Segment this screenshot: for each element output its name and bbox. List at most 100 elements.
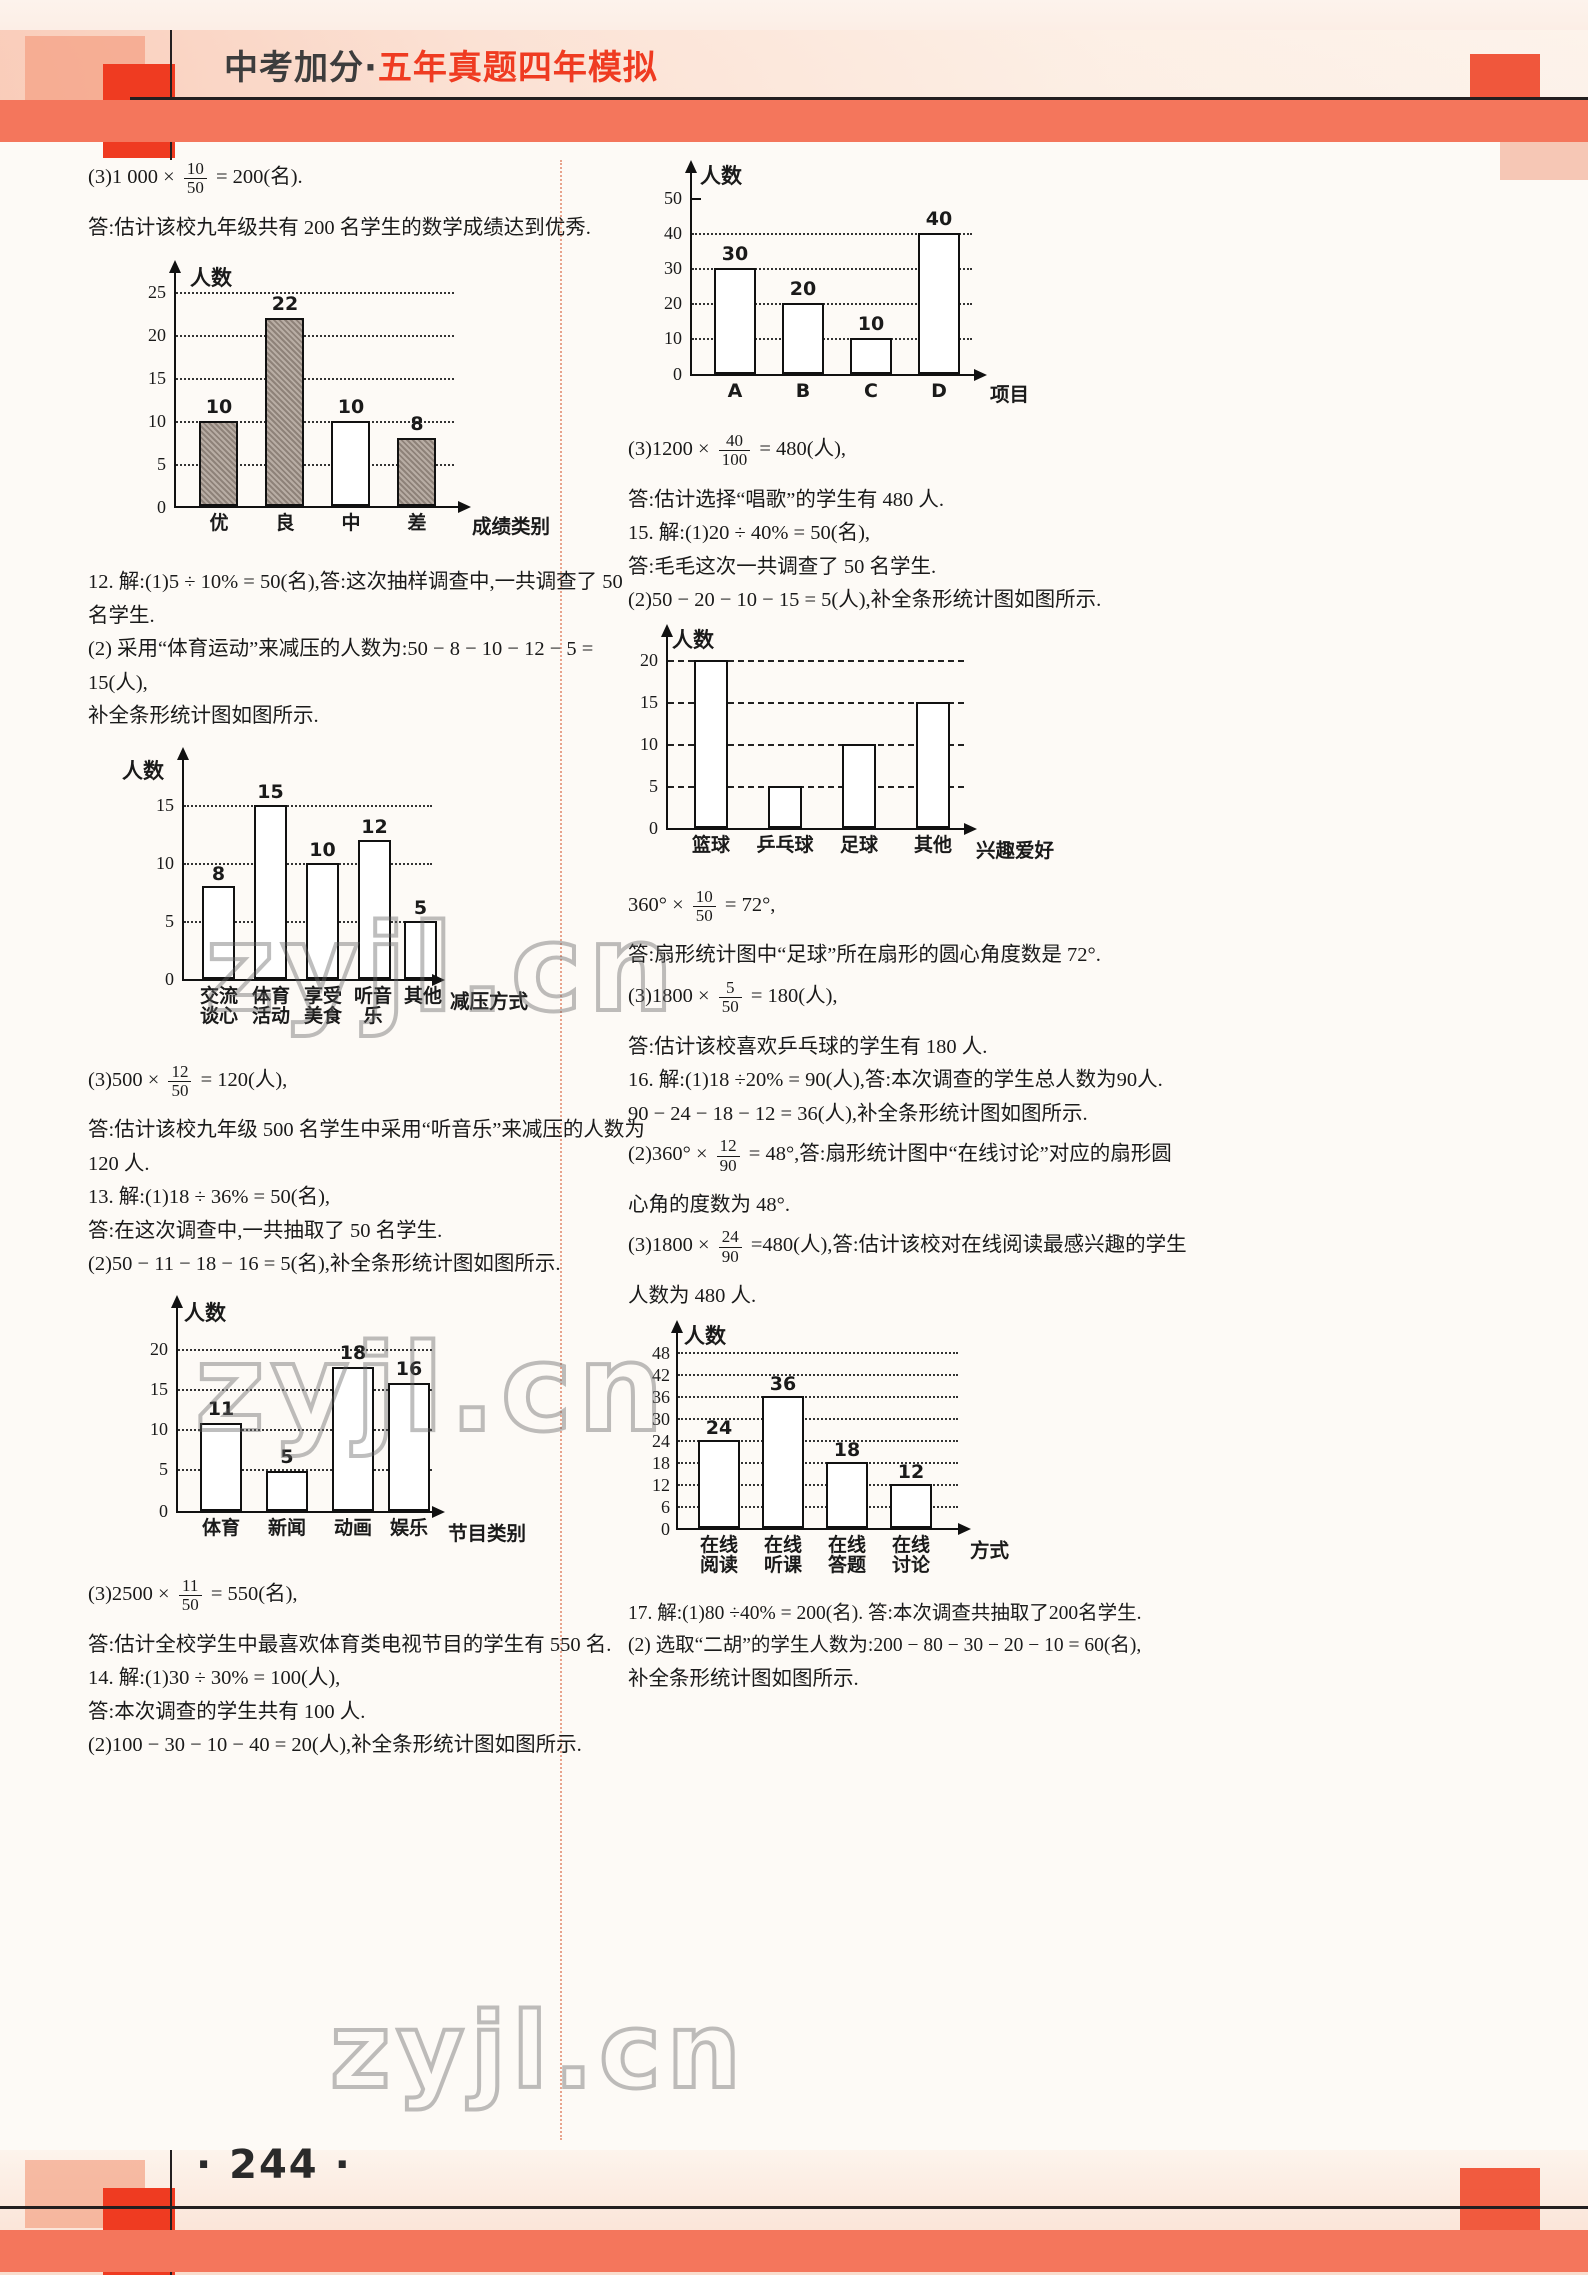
fraction-10-50-b: 10 50 (692, 887, 716, 926)
gridline (178, 1348, 432, 1351)
chart-tv-x-title: 节目类别 (448, 1521, 527, 1545)
x-category-label: 中 (341, 512, 361, 535)
y-tick-label: 0 (673, 364, 682, 384)
bar-grades-1 (265, 318, 304, 507)
chart-hobby-y-title: 人数 (672, 627, 714, 652)
answer-13-part1: 答:在这次调查中,一共抽取了 50 名学生. (88, 1219, 443, 1242)
bar-hobby-1 (768, 785, 802, 828)
chart-online-y-title: 人数 (684, 1323, 726, 1348)
chart-tv-x-arrow-icon (432, 1505, 445, 1518)
chart-online: 人数 48 42 36 30 24 18 12 6 0 24 36 18 12 … (628, 1319, 1098, 1590)
chart-hobby-x-axis (666, 827, 966, 830)
y-tick-label: 15 (148, 368, 166, 389)
fraction-11-50: 11 50 (178, 1576, 202, 1615)
chart-project-x-arrow-icon (974, 369, 987, 381)
bar-value-label: 15 (257, 780, 284, 803)
formula-360-12-90: (2)360° × 12 90 = 48°,答:扇形统计图中“在线讨论”对应的扇… (628, 1136, 1172, 1175)
chart-grades-x-arrow-icon (458, 501, 471, 514)
bar-value-label: 20 (789, 278, 817, 300)
header-band-gradient (0, 30, 1588, 100)
y-tick-label: 15 (150, 1378, 168, 1399)
solution-15-part1: 15. 解:(1)20 ÷ 40% = 50(名), (628, 522, 871, 545)
chart-tv-x-axis (176, 1510, 434, 1514)
x-category-label: 交流 谈心 (199, 984, 238, 1027)
answer-singing-480: 答:估计选择“唱歌”的学生有 480 人. (628, 488, 945, 511)
solution-13-part2: (2)50 − 11 − 18 − 16 = 5(名),补全条形统计图如图所示. (88, 1253, 561, 1276)
chart-project: 人数 50 40 30 20 10 0 30 20 10 40 A B C D … (628, 160, 1098, 418)
gridline (668, 785, 964, 788)
answer-football-angle: 答:扇形统计图中“足球”所在扇形的圆心角度数是 72°. (628, 944, 1101, 967)
x-category-label: 在线 讨论 (891, 1533, 930, 1576)
page-number-dot-left: · (196, 2142, 214, 2188)
header-brand: 中考加分 (224, 48, 364, 88)
chart-project-y-title: 人数 (700, 164, 742, 188)
bar-online-1 (762, 1395, 804, 1528)
x-category-label: 其他 (913, 833, 952, 856)
chart-stress-x-arrow-icon (432, 973, 445, 986)
y-tick-label: 48 (652, 1342, 670, 1363)
y-tick-label: 5 (165, 910, 174, 931)
y-tick-label: 0 (661, 1518, 670, 1539)
y-tick-label: 10 (150, 1418, 168, 1439)
x-category-label: 在线 答题 (827, 1533, 866, 1576)
solution-16-part1: 16. 解:(1)18 ÷20% = 90(人),答:本次调查的学生总人数为90… (628, 1069, 1163, 1092)
left-column: (3)1 000 × 10 50 = 200(名). 答:估计该校九年级共有 2… (88, 159, 645, 1769)
bar-value-label: 10 (309, 838, 336, 861)
x-category-label: D (931, 380, 947, 402)
chart-project-y-axis (690, 172, 693, 376)
chart-online-y-axis (676, 1331, 679, 1530)
y-tick-label: 5 (157, 454, 166, 475)
bar-value-label: 10 (337, 396, 365, 419)
footer-red-bar (0, 2230, 1588, 2272)
solution-12-part1-cont: 名学生. (88, 604, 155, 627)
bar-value-label: 10 (857, 313, 885, 335)
y-tick-label: 25 (148, 282, 166, 303)
x-category-label: 动画 (333, 1516, 372, 1539)
y-tick-label: 30 (652, 1408, 670, 1429)
solution-12-chart-note: 补全条形统计图如图所示. (88, 705, 319, 728)
chart-stress-x-axis (182, 978, 434, 981)
bar-project-3 (918, 233, 960, 374)
solution-17-part1: 17. 解:(1)80 ÷40% = 200(名). 答:本次调查共抽取了200… (628, 1602, 1142, 1624)
y-tick-label: 40 (664, 223, 682, 243)
y-tick-label: 18 (652, 1452, 670, 1473)
answer-16-part2: 心角的度数为 48°. (628, 1193, 790, 1216)
bar-online-3 (890, 1483, 932, 1528)
y-tick-label: 0 (159, 1500, 168, 1521)
bar-tv-3 (388, 1382, 430, 1511)
bar-hobby-3 (916, 701, 950, 828)
gridline (176, 292, 454, 295)
header-horizontal-rule (130, 97, 1588, 100)
chart-tv-y-arrow-icon (171, 1294, 183, 1308)
gridline (668, 659, 964, 662)
gridline (678, 1395, 958, 1398)
answer-line-200-students: 答:估计该校九年级共有 200 名学生的数学成绩达到优秀. (88, 216, 591, 239)
chart-stress-y-title: 人数 (122, 758, 164, 783)
chart-stress: 人数 15 10 5 0 8 15 10 12 5 交流 谈心 体育 活动 享受… (88, 746, 558, 1047)
chart-hobby-x-arrow-icon (964, 822, 977, 835)
bar-value-label: 12 (897, 1460, 925, 1483)
watermark-text: zyjl.cn (328, 1988, 747, 2114)
chart-online-y-arrow-icon (671, 1319, 683, 1333)
chart-stress-x-title: 减压方式 (450, 989, 529, 1013)
bar-value-label: 36 (769, 1372, 797, 1395)
y-tick-label: 0 (157, 497, 166, 518)
y-tick-label: 20 (640, 649, 658, 670)
bar-grades-2 (331, 421, 370, 507)
gridline (692, 303, 972, 305)
answer-12-part3-cont: 120 人. (88, 1152, 150, 1175)
y-tick-label: 30 (664, 258, 682, 278)
fraction-24-90: 24 90 (718, 1228, 742, 1266)
column-divider (560, 160, 562, 2140)
bar-stress-4 (404, 920, 437, 979)
y-tick-label: 20 (148, 325, 166, 346)
fraction-12-90: 12 90 (716, 1136, 740, 1175)
y-tick-label: 6 (661, 1496, 670, 1517)
answer-13-part3: 答:估计全校学生中最喜欢体育类电视节目的学生有 550 名. (88, 1633, 612, 1656)
answer-16-part3: 人数为 480 人. (628, 1285, 757, 1308)
formula-360-10-50: 360° × 10 50 = 72°, (628, 886, 776, 926)
y-tick-label: 5 (649, 775, 658, 796)
gridline (678, 1461, 958, 1464)
bar-value-label: 22 (271, 293, 299, 316)
gridline (678, 1505, 958, 1508)
